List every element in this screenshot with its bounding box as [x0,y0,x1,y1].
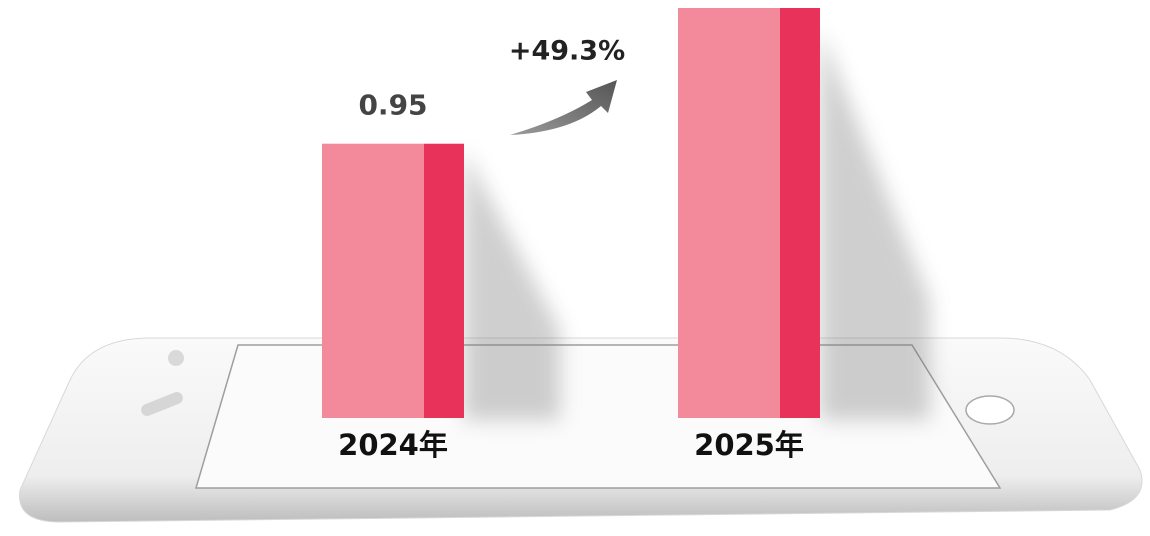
bar-side [424,143,464,418]
bar-shadows [464,30,930,420]
value-label: 0.95 [358,89,427,122]
category-label: 2024年 [338,428,448,462]
bar [678,8,780,418]
category-label: 2025年 [694,428,804,462]
phone [19,337,1143,523]
bar-side [780,8,820,418]
growth-arrow [510,80,617,135]
growth-annotation: +49.3% [509,36,625,67]
bar [322,143,424,418]
